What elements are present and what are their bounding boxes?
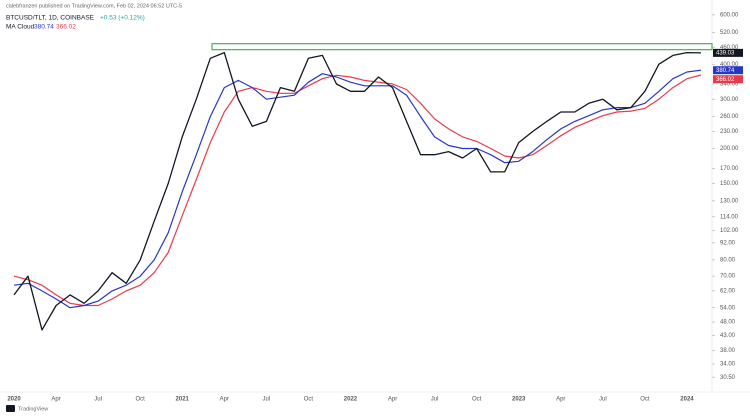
publisher: calebfranzen published on TradingView.co… <box>6 3 182 9</box>
x-tick-label: Jul <box>94 397 102 403</box>
y-tick-label: 130.00 <box>720 198 739 204</box>
y-tick-label: 80.00 <box>720 257 736 263</box>
price-tag <box>713 66 743 75</box>
x-tick-label: Jul <box>599 397 607 403</box>
y-tick-label: 340.00 <box>720 82 739 88</box>
y-tick-label: 400.00 <box>720 62 739 68</box>
ma-fast-value: 380.74 <box>34 24 54 31</box>
y-tick-label: 34.00 <box>720 362 736 368</box>
ma-line <box>13 74 702 307</box>
y-tick-label: 102.00 <box>720 228 739 234</box>
y-tick-label: 230.00 <box>720 129 739 135</box>
y-tick-label: 38.00 <box>720 348 736 354</box>
x-tick-label: Oct <box>136 397 146 403</box>
y-tick-label: 62.00 <box>720 288 736 294</box>
y-tick-label: 43.00 <box>720 333 736 339</box>
chart-title: BTCUSD/TLT, 1D, COINBASE <box>6 15 95 22</box>
y-tick-label: 600.00 <box>720 12 739 18</box>
resistance-band <box>211 43 713 51</box>
x-tick-label: 2021 <box>176 397 190 403</box>
price-tag <box>713 75 743 84</box>
x-tick-label: 2022 <box>344 397 358 403</box>
y-tick-label: 200.00 <box>720 146 739 152</box>
x-tick-label: Apr <box>388 397 397 403</box>
change: +0.53 (+0.12%) <box>100 15 145 22</box>
x-tick-label: Jul <box>263 397 271 403</box>
price-tag-label: 380.74 <box>716 68 735 74</box>
y-tick-label: 30.50 <box>720 375 736 381</box>
x-tick-label: Apr <box>220 397 229 403</box>
y-tick-label: 520.00 <box>720 30 739 36</box>
x-tick-label: 2020 <box>7 397 21 403</box>
price-tag-label: 439.03 <box>716 50 735 56</box>
brand-logo <box>6 405 15 412</box>
x-tick-label: Oct <box>472 397 482 403</box>
price-line <box>13 51 702 331</box>
ma-slow-value: 366.02 <box>56 24 76 31</box>
x-tick-label: Jul <box>431 397 439 403</box>
x-tick-label: Oct <box>640 397 650 403</box>
y-tick-label: 92.00 <box>720 240 736 246</box>
x-tick-label: 2023 <box>512 397 526 403</box>
y-tick-label: 460.00 <box>720 45 739 51</box>
x-tick-label: Apr <box>556 397 565 403</box>
x-tick-label: Apr <box>51 397 60 403</box>
ma-label: MA Cloud <box>6 24 35 31</box>
y-tick-label: 48.00 <box>720 320 736 326</box>
y-tick-label: 150.00 <box>720 181 739 187</box>
y-tick-label: 70.00 <box>720 274 736 280</box>
ma-line <box>13 69 702 309</box>
price-tag <box>713 48 743 57</box>
x-tick-label: 2024 <box>680 397 694 403</box>
y-tick-label: 114.00 <box>720 214 739 220</box>
x-tick-label: Oct <box>304 397 314 403</box>
y-tick-label: 260.00 <box>720 114 739 120</box>
y-tick-label: 54.00 <box>720 305 736 311</box>
y-tick-label: 300.00 <box>720 97 739 103</box>
y-tick-label: 170.00 <box>720 166 739 172</box>
price-tag-label: 366.02 <box>716 77 735 83</box>
brand: TradingView <box>18 406 48 412</box>
